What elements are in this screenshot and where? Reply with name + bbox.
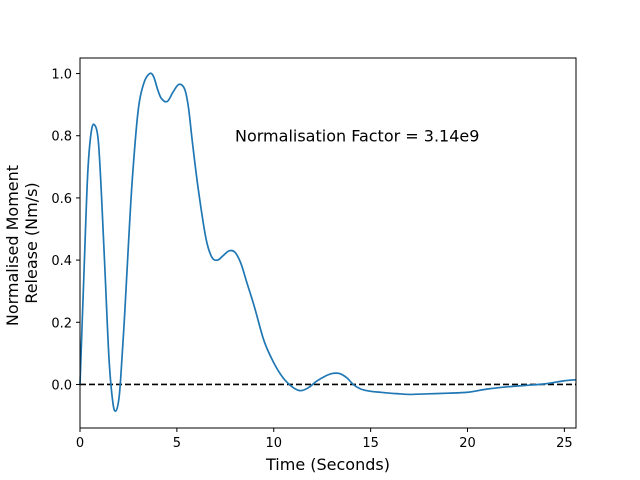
plot-frame	[79, 57, 577, 429]
y-tick-label: 0.2	[51, 316, 72, 331]
x-tick-label: 5	[173, 436, 181, 451]
y-tick-label: 1.0	[51, 68, 72, 83]
y-tick-label: 0.0	[51, 378, 72, 393]
y-axis-label: Normalised Moment Release (Nm/s)	[3, 160, 41, 326]
x-tick-label: 15	[362, 436, 379, 451]
y-tick-label: 0.8	[51, 130, 72, 145]
y-axis-label-line-1: Normalised Moment	[3, 165, 22, 326]
annotation-normalisation-factor: Normalisation Factor = 3.14e9	[235, 127, 479, 146]
x-tick-label: 10	[265, 436, 282, 451]
x-tick-label: 0	[76, 436, 84, 451]
series-line-0	[79, 72, 577, 412]
y-axis-label-line-2: Release (Nm/s)	[22, 182, 41, 303]
x-tick-label: 20	[459, 436, 476, 451]
y-tick-label: 0.6	[51, 192, 72, 207]
x-axis-label: Time (Seconds)	[265, 455, 390, 474]
y-tick-label: 0.4	[51, 254, 72, 269]
x-tick-label: 25	[556, 436, 573, 451]
